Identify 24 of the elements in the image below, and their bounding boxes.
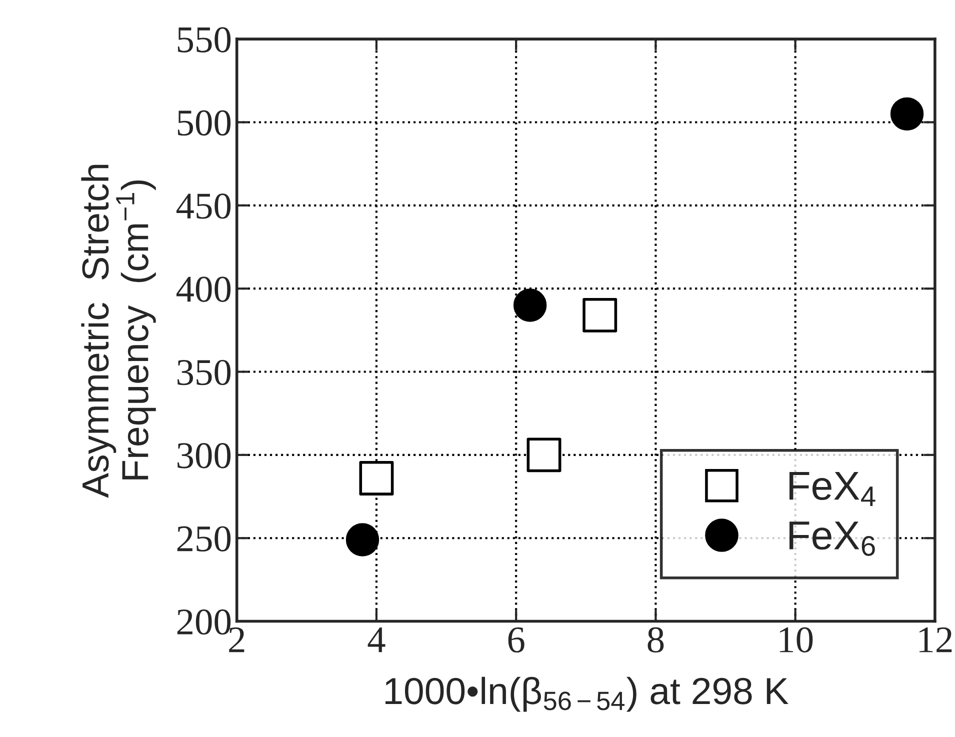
x-tick-label: 10 (780, 627, 813, 653)
legend-label: FeX$_{6}$ (789, 522, 875, 556)
point (582, 298, 618, 332)
y-tick-label: 550 (178, 27, 231, 52)
y-tick-label: 450 (176, 193, 231, 219)
x-tick-label: 8 (648, 627, 664, 653)
point (359, 461, 394, 496)
x-tick-label: 2 (229, 627, 244, 652)
x-tick-label: 6 (508, 627, 524, 653)
y-tick-label: 250 (177, 526, 231, 552)
y-tick-label: 200 (177, 609, 231, 635)
y-tick-label: 400 (176, 276, 231, 302)
y-tick-label: 300 (178, 443, 231, 468)
point (513, 288, 547, 322)
y-axis-title: Asymmetric Stretch Frequency (cm$^{−1}$) (81, 164, 156, 498)
point (890, 97, 924, 131)
y-tick-label: 500 (178, 110, 231, 136)
y-tick-label: 350 (178, 360, 231, 386)
point (346, 523, 380, 556)
x-tick-label: 4 (368, 627, 386, 652)
legend-label: FeX$_{4}$ (789, 472, 876, 506)
x-axis-title: 1000•ln(β$_{56−54}$) at 298 K (386, 676, 788, 712)
point (526, 438, 562, 472)
x-tick-label: 12 (919, 627, 952, 652)
